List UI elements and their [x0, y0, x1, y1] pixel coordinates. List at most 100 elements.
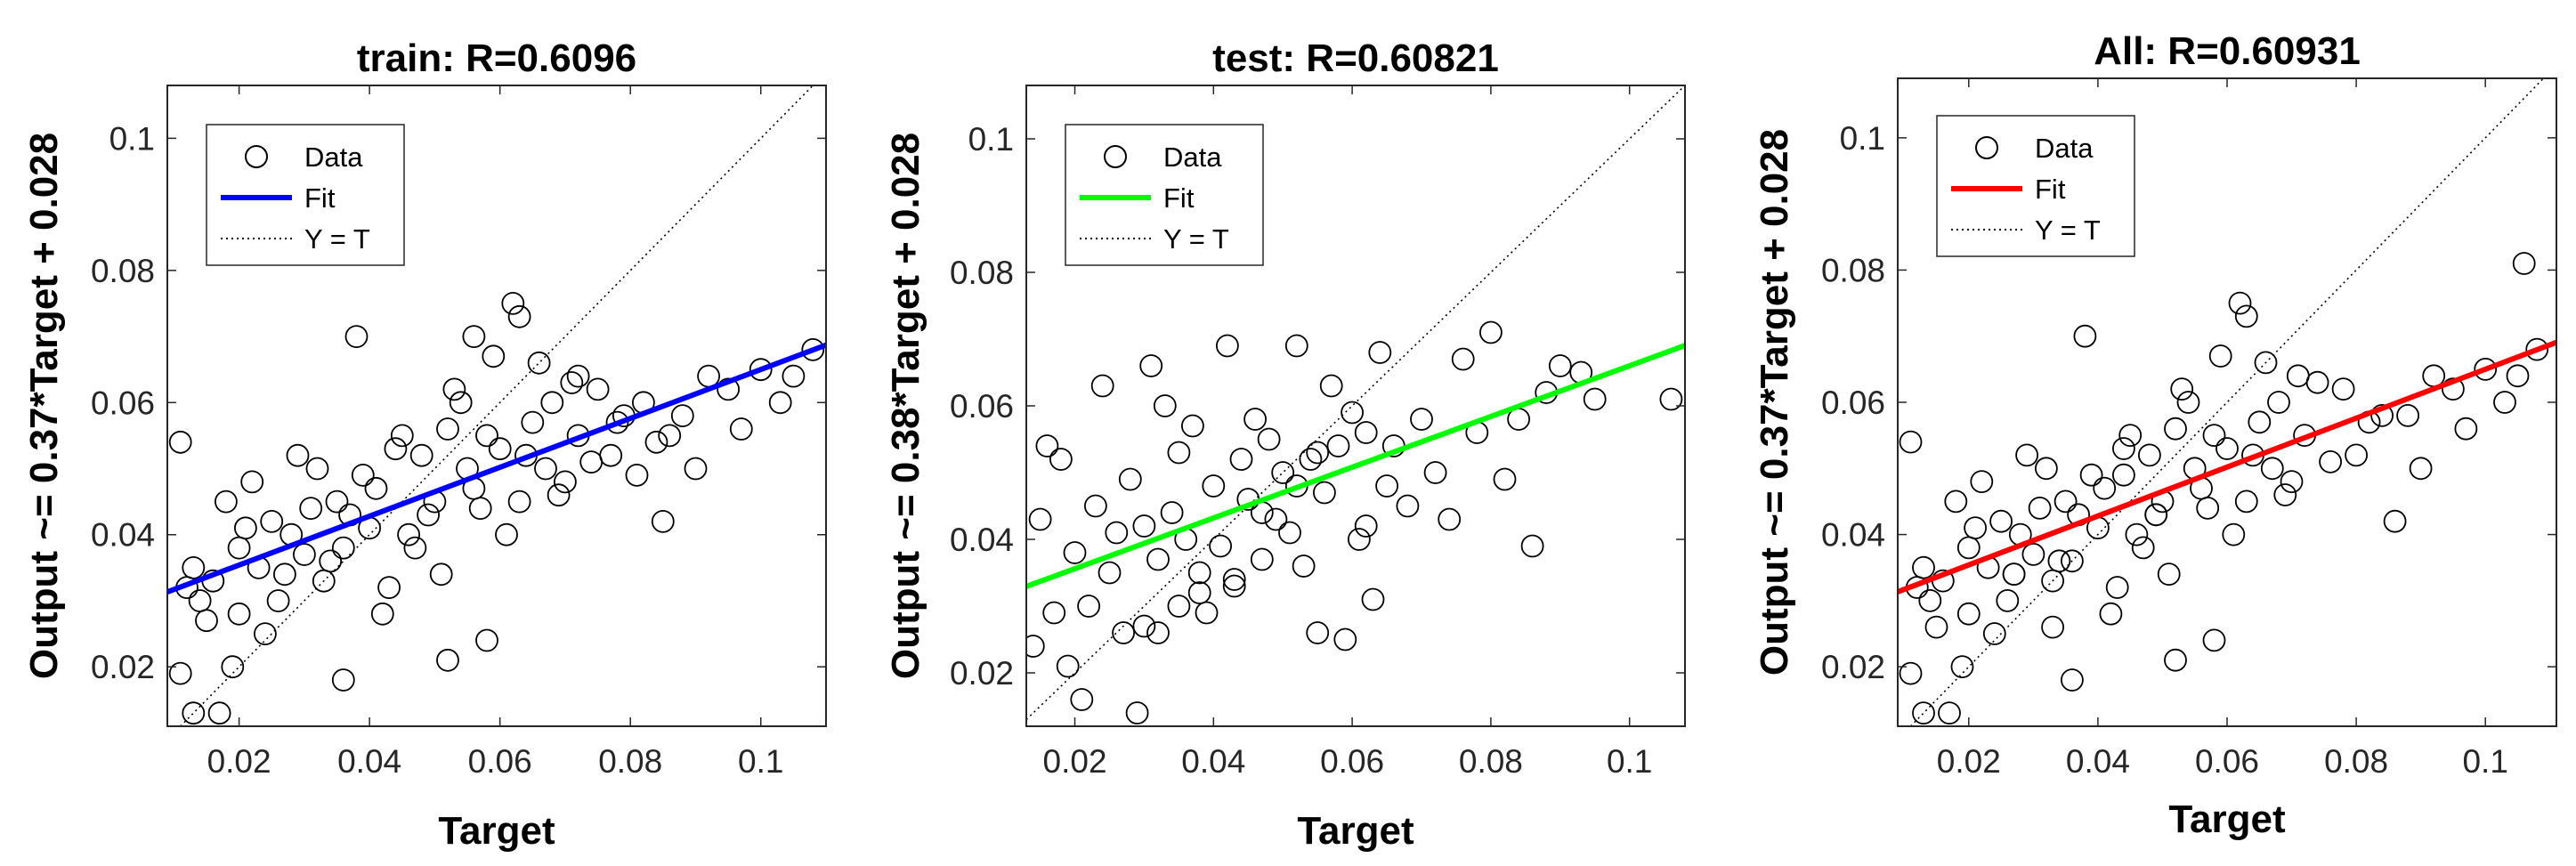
legend: Data Fit Y = T — [1936, 115, 2135, 257]
y-tick-label: 0.1 — [109, 120, 155, 157]
data-point — [233, 516, 257, 540]
data-points-group — [1026, 320, 1683, 724]
chart-title: test: R=0.60821 — [1212, 36, 1499, 80]
data-point — [325, 490, 349, 514]
data-point — [2260, 457, 2284, 481]
data-point — [547, 483, 571, 507]
data-point — [436, 648, 459, 672]
legend-data-marker-icon — [1975, 136, 1998, 159]
chart-title: All: R=0.60931 — [2094, 29, 2361, 73]
y-tick-label: 0.04 — [1821, 517, 1885, 554]
data-point — [2164, 417, 2187, 441]
x-tick-label: 0.04 — [1181, 743, 1245, 780]
data-point — [1548, 354, 1572, 377]
data-point — [2370, 403, 2394, 427]
fit-line-group — [167, 342, 826, 595]
data-point — [2525, 337, 2549, 361]
data-point — [182, 556, 206, 579]
data-point — [266, 589, 290, 612]
data-point — [1264, 507, 1288, 531]
data-point — [377, 576, 401, 599]
data-point — [299, 497, 323, 520]
data-point — [560, 371, 584, 394]
x-tick-label: 0.06 — [468, 743, 532, 780]
data-point — [521, 410, 545, 434]
y-tick-label: 0.02 — [950, 655, 1014, 692]
data-point — [2454, 417, 2478, 441]
data-point — [2273, 483, 2297, 506]
data-point — [1410, 408, 1433, 431]
y-tick-label: 0.1 — [968, 121, 1014, 158]
y-tick-label: 0.06 — [950, 388, 1014, 425]
data-point — [1028, 507, 1052, 531]
data-point — [2041, 615, 2065, 639]
data-point — [1222, 574, 1246, 598]
data-point — [2396, 403, 2420, 427]
data-point — [1348, 528, 1371, 551]
data-point — [684, 457, 708, 481]
data-point — [305, 457, 329, 481]
data-point — [2208, 344, 2232, 368]
data-point — [1035, 434, 1059, 457]
x-tick-label: 0.08 — [2324, 743, 2388, 780]
data-point — [554, 470, 577, 494]
data-point — [2002, 562, 2026, 586]
data-point — [272, 562, 296, 587]
data-point — [1077, 595, 1100, 618]
data-point — [1125, 701, 1149, 724]
data-point — [390, 424, 414, 448]
data-point — [658, 424, 682, 448]
data-point — [286, 443, 310, 467]
data-point — [2054, 490, 2078, 514]
data-point — [1049, 448, 1073, 471]
data-point — [1326, 434, 1350, 457]
data-point — [1284, 334, 1308, 358]
y-tick-label: 0.08 — [1821, 252, 1885, 288]
data-point — [351, 464, 375, 487]
data-point — [1139, 354, 1163, 377]
data-point — [462, 325, 486, 349]
data-point — [240, 470, 264, 494]
data-point — [1306, 441, 1330, 465]
legend-label-data: Data — [1163, 142, 1222, 173]
data-point — [1167, 595, 1191, 618]
legend-label-ideal: Y = T — [304, 223, 370, 255]
data-point — [364, 476, 388, 500]
ideal-line-group — [180, 85, 814, 726]
data-point — [1944, 490, 1968, 514]
data-point — [1112, 621, 1135, 644]
data-point — [1084, 494, 1107, 518]
data-point — [1982, 622, 2006, 645]
data-point — [1989, 509, 2013, 533]
y-axis-label: Output ~= 0.37*Target + 0.028 — [22, 133, 66, 679]
data-point — [540, 391, 564, 415]
data-point — [1222, 568, 1246, 591]
y-tick-label: 0.08 — [950, 255, 1014, 291]
ideal-line — [1909, 78, 2545, 726]
data-point — [1583, 387, 1607, 411]
data-point — [482, 344, 506, 368]
data-point — [1187, 561, 1211, 585]
data-point — [429, 562, 453, 587]
y-axis-label: Output ~= 0.38*Target + 0.028 — [884, 133, 928, 679]
data-point — [2228, 291, 2252, 315]
data-point — [1181, 414, 1204, 438]
data-point — [1520, 534, 1544, 558]
data-point — [1271, 461, 1295, 484]
data-point — [2015, 443, 2039, 467]
x-axis-label: Target — [1297, 809, 1414, 853]
x-tick-label: 0.1 — [1607, 743, 1652, 780]
y-tick-label: 0.02 — [1821, 649, 1885, 685]
fit-line — [167, 342, 826, 595]
data-point — [729, 417, 753, 441]
ideal-line — [180, 85, 814, 726]
data-point — [625, 464, 649, 487]
data-point — [1396, 494, 1420, 518]
plot-frame — [166, 85, 827, 727]
data-point — [1195, 601, 1219, 625]
data-point — [1132, 614, 1156, 638]
legend: Data Fit Y = T — [1065, 124, 1264, 266]
data-point — [2493, 391, 2516, 414]
data-point — [1243, 408, 1267, 431]
legend-data-marker-icon — [245, 145, 268, 168]
